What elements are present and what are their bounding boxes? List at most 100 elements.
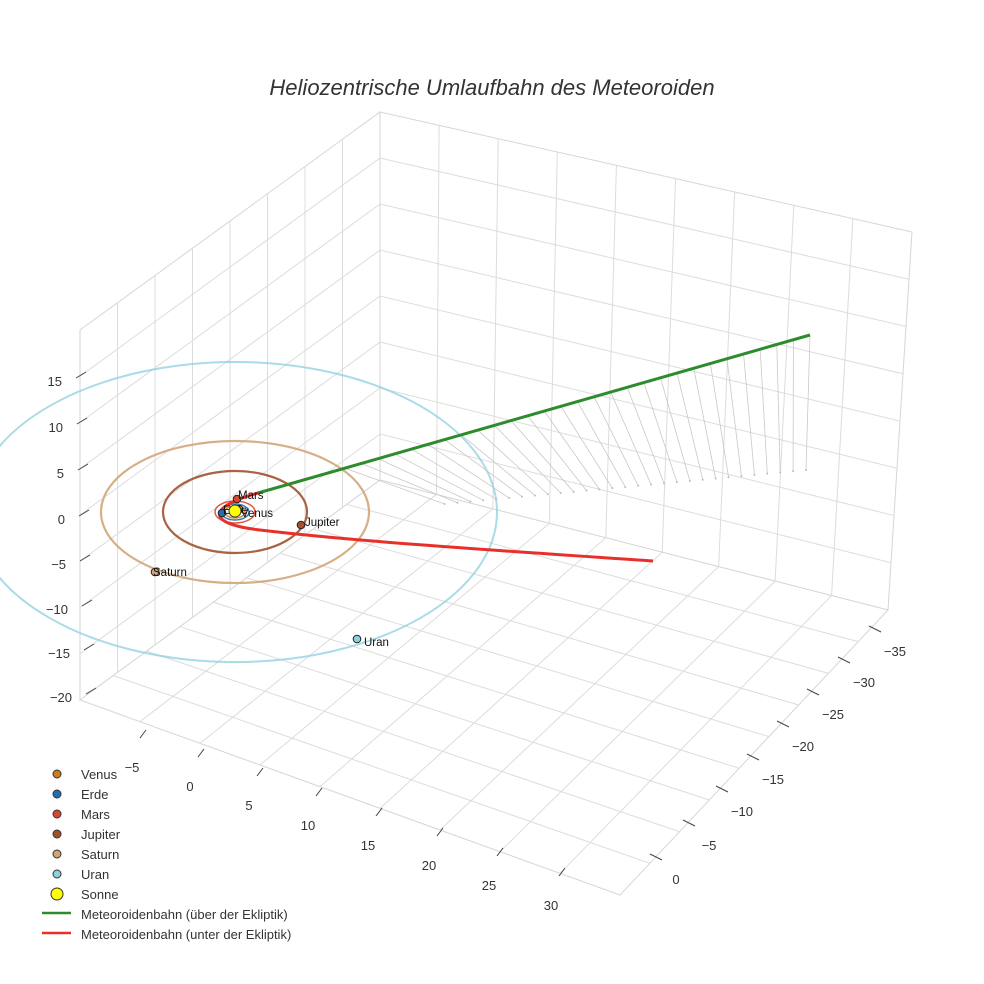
grid-line [79,433,381,655]
x-tick-label: 0 [186,779,193,794]
planet-label-jupiter: Jupiter [305,517,340,529]
y-tick-label: −5 [702,838,717,853]
drop-point [663,482,665,485]
grid-line [79,341,381,562]
grid-line [139,494,437,723]
x-tick-mark [315,787,323,797]
grid-line [379,551,663,809]
planet-label-venus: Venus [241,508,273,520]
drop-point [740,475,743,478]
legend-marker [52,849,62,859]
drop-point [585,489,588,492]
orbit-saturn [99,439,371,585]
drop-lines [344,334,811,505]
grid-line [439,566,720,831]
z-tick-mark [83,643,95,651]
x-tick-mark [139,729,147,739]
x-tick-mark [496,847,504,857]
grid-line [79,249,381,470]
grid-line [79,157,381,377]
z-tick-label: −10 [46,602,68,617]
drop-point [714,477,717,480]
z-tick-mark [78,509,90,517]
grid-line [346,503,859,643]
legend: Venus Erde Mars Jupiter Saturn Uran Sonne Meteo… [42,767,291,942]
drop-line [577,401,626,488]
legend-marker [52,809,62,819]
drop-point [688,479,691,482]
drop-point [637,484,640,487]
legend-label: Sonne [81,887,119,902]
drop-point [779,471,782,474]
legend-label: Saturn [81,847,119,862]
y-tick-mark [806,688,820,696]
x-tick-label: 5 [245,798,252,813]
y-tick-mark [649,853,663,861]
drop-line [743,353,755,475]
drop-line [527,415,587,491]
drop-point [598,488,601,491]
drop-point [546,493,549,496]
y-tick-label: −15 [762,772,784,787]
z-tick-label: −20 [50,690,72,705]
planet-erde [217,508,227,518]
x-tick-mark [558,867,566,877]
drop-point [701,478,704,481]
drop-point [443,502,446,505]
planet-label-mars: Mars [238,490,264,502]
drop-line [378,458,471,502]
x-tick-label: 15 [361,838,375,853]
drop-point [495,498,498,501]
z-tick-mark [77,463,89,471]
chart-title: Heliozentrische Umlaufbahn des Meteoroid… [269,75,714,100]
drop-point [482,499,485,502]
x-tick-label: 10 [301,818,315,833]
legend-label: Uran [81,867,109,882]
grid-line [279,552,799,706]
x-tick-label: 20 [422,858,436,873]
drop-line [805,334,811,471]
drop-point [469,500,472,503]
drop-line [543,410,600,490]
legend-marker [52,769,62,779]
legend-label: Jupiter [81,827,121,842]
grid-line [313,528,829,674]
y-tick-label: −20 [792,739,814,754]
legend-label: Meteoroidenbahn (unter der Ekliptik) [81,927,291,942]
drop-line [461,434,536,496]
planet-uran [352,634,362,644]
drop-point [792,470,795,473]
drop-line [776,344,781,473]
grid-line [499,580,776,853]
planet-label-uran: Uran [364,637,389,649]
drop-line [693,368,717,479]
orbit-jupiter [161,469,309,555]
z-tick-label: −5 [51,557,66,572]
grid-line [379,433,892,564]
drop-line [411,448,497,500]
drop-line [394,453,484,501]
drop-line [427,444,510,499]
drop-point [572,490,575,493]
drop-line [361,463,458,504]
y-tick-label: −30 [853,675,875,690]
drop-line [593,396,639,486]
orbit-uran [0,361,498,663]
grid-line [559,595,832,874]
y-tick-label: −25 [822,707,844,722]
grid-line [79,295,381,516]
grid-line [379,249,904,375]
grid-line [146,650,680,833]
z-tick-mark [85,687,97,695]
planet-saturn [150,567,160,577]
y-tick-label: 0 [672,872,679,887]
x-tick-label: 25 [482,878,496,893]
z-tick-label: 5 [57,466,64,481]
z-tick-label: 15 [48,374,62,389]
drop-point [727,476,730,479]
grid-line [113,675,650,864]
legend-marker [52,829,62,839]
drop-line [344,467,445,505]
